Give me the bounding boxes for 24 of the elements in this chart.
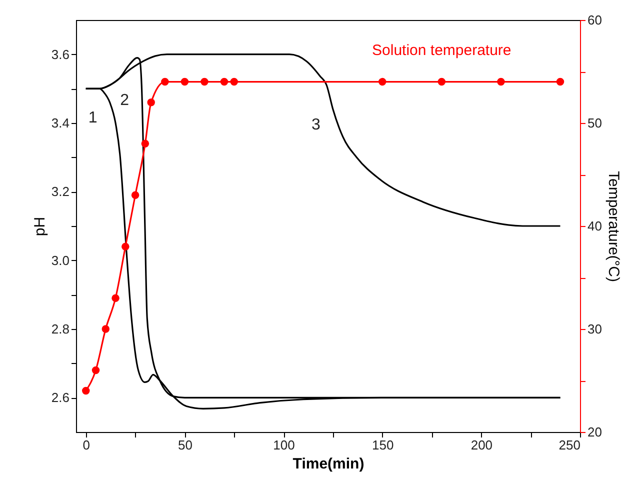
y-tick-label: 3.2 [51,184,70,200]
annotation: 1 [88,109,98,126]
y2-tick-label: 20 [588,424,602,440]
y-tick-label: 2.8 [51,322,70,336]
y2-tick-label: 40 [588,218,602,234]
annotation: 3 [311,116,320,134]
y2-axis-title: Temperature(°C) [604,170,622,282]
x-tick-label: 200 [470,438,493,452]
x-tick-label: 250 [558,438,580,452]
y-tick-label: 3.6 [51,46,70,62]
x-axis-title: Time(min) [292,456,364,472]
y-tick-label: 3.0 [51,252,70,268]
y2-tick-label: 30 [588,322,602,336]
x-tick-label: 0 [82,438,90,452]
series-label: Solution temperature [372,42,512,59]
y-tick-label: 2.6 [51,390,70,406]
y2-tick-label: 50 [588,116,602,130]
y2-tick-label: 60 [588,12,602,28]
y-tick-label: 3.4 [51,116,70,130]
x-tick-label: 100 [273,438,295,452]
annotation: 2 [120,92,130,110]
x-tick-label: 150 [372,438,394,452]
x-tick-label: 50 [178,438,192,452]
y-axis-title: pH [31,216,48,236]
